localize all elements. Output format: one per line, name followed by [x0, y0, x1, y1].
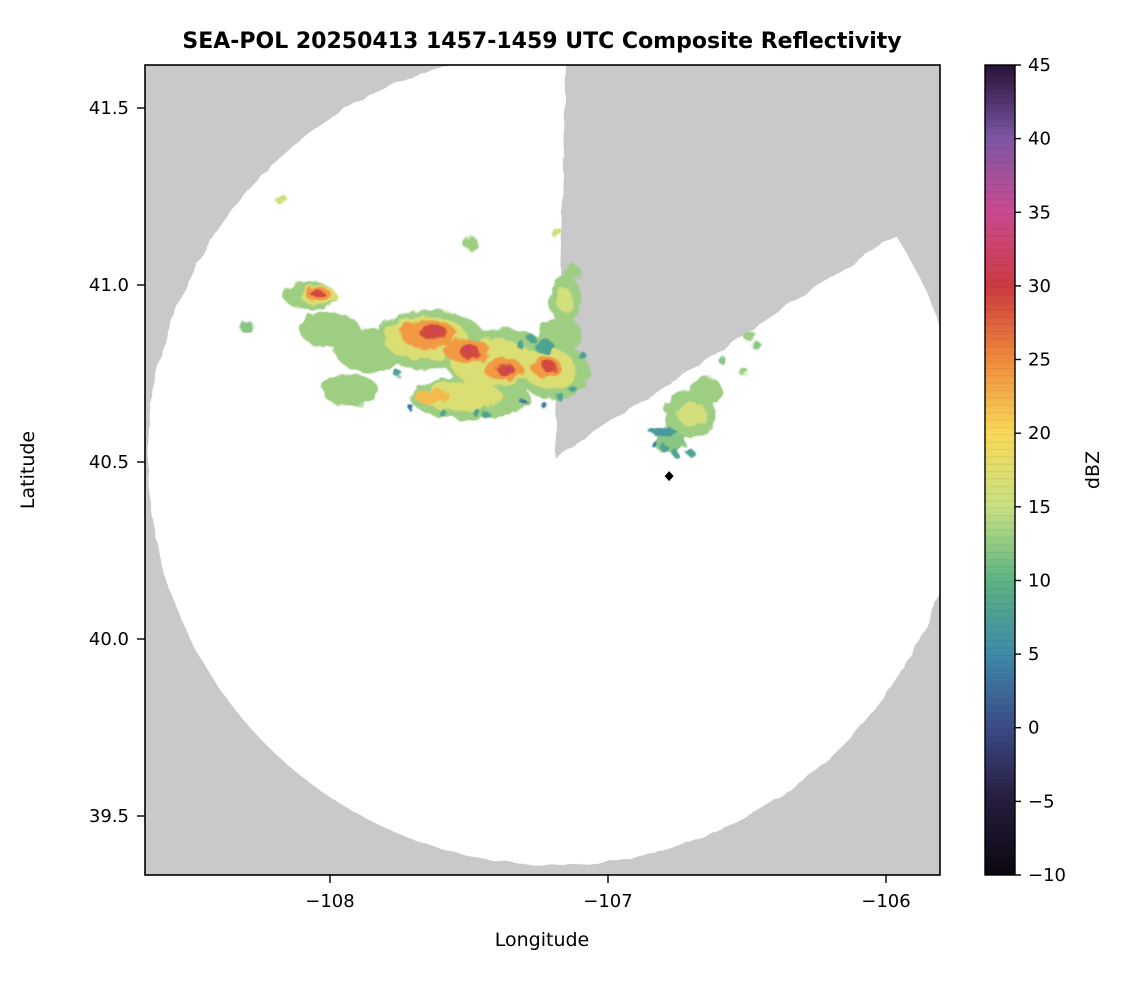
echo-cell — [549, 226, 563, 237]
colorbar-tick-label: 5 — [1028, 644, 1039, 665]
colorbar-tick-label: −5 — [1028, 791, 1055, 812]
y-tick-label: 39.5 — [89, 806, 129, 827]
echo-cell — [408, 406, 416, 412]
echo-cell — [275, 195, 288, 205]
axes-frame — [144, 64, 941, 876]
colorbar-frame — [984, 64, 1016, 876]
echo-cell — [432, 327, 439, 333]
x-tick-label: −107 — [583, 891, 632, 912]
colorbar-tick-label: 35 — [1028, 202, 1051, 223]
y-tick-label: 41.5 — [89, 98, 129, 119]
colorbar-tick-label: −10 — [1028, 865, 1066, 886]
y-tick-label: 40.0 — [89, 629, 129, 650]
site-marker-diamond — [664, 471, 674, 482]
echo-cell — [690, 377, 723, 404]
echo-cell — [309, 289, 324, 297]
echo-cell — [472, 408, 480, 416]
echo-cell — [419, 324, 447, 341]
echo-cell — [650, 441, 658, 447]
colorbar-tick-label: 30 — [1028, 276, 1051, 297]
colorbar-tick-label: 0 — [1028, 718, 1039, 739]
chart-title: SEA-POL 20250413 1457-1459 UTC Composite… — [182, 29, 901, 54]
echo-cell — [239, 321, 254, 334]
reflectivity-echoes — [239, 195, 762, 458]
echo-cell — [516, 340, 524, 348]
x-tick-label: −106 — [861, 891, 910, 912]
colorbar-tick-label: 40 — [1028, 129, 1051, 150]
echo-cell — [465, 347, 473, 353]
echo-cell — [439, 409, 447, 417]
echo-cell — [677, 401, 707, 426]
y-tick-label: 40.5 — [89, 452, 129, 473]
echo-cell — [394, 370, 402, 378]
y-tick-label: 41.0 — [89, 275, 129, 296]
echo-cell — [542, 360, 557, 373]
echo-cell — [579, 352, 587, 361]
echo-cell — [564, 264, 581, 279]
echo-cell — [569, 385, 577, 393]
echo-cell — [422, 381, 502, 412]
echo-cell — [462, 236, 479, 249]
colorbar-striations — [985, 65, 1015, 875]
colorbar: 45 40 35 30 25 20 15 10 5 0 −5 −10 dBZ — [984, 55, 1104, 886]
colorbar-tick-label: 10 — [1028, 571, 1051, 592]
echo-cell — [738, 368, 749, 376]
echo-cell — [321, 374, 379, 406]
echo-cell — [504, 366, 511, 372]
y-axis: 41.5 41.0 40.5 40.0 39.5 Latitude — [17, 98, 145, 827]
echo-cell — [661, 445, 669, 453]
echo-cell — [519, 398, 527, 404]
echo-cell — [556, 287, 574, 312]
colorbar-tick-label: 15 — [1028, 497, 1051, 518]
x-tick-label: −108 — [305, 891, 354, 912]
y-axis-label: Latitude — [17, 431, 39, 509]
echo-cell — [556, 392, 564, 401]
echo-cell — [649, 428, 677, 436]
echo-cell — [541, 403, 549, 409]
colorbar-tick-label: 20 — [1028, 423, 1051, 444]
colorbar-label: dBZ — [1082, 451, 1104, 489]
blocked-sector-wedge — [555, 65, 940, 458]
x-axis-label: Longitude — [495, 929, 590, 951]
colorbar-tick-label: 45 — [1028, 55, 1051, 76]
diamond-marker — [664, 471, 674, 482]
echo-cell — [483, 412, 491, 420]
echo-cell — [672, 450, 680, 458]
echo-cell — [752, 342, 762, 350]
echo-cell — [528, 335, 536, 344]
echo-cell — [534, 339, 555, 354]
colorbar-tick-label: 25 — [1028, 350, 1051, 371]
echo-cell — [718, 356, 726, 364]
echo-cell — [743, 331, 756, 342]
x-axis: −108 −107 −106 Longitude — [305, 875, 911, 951]
echo-cell — [413, 389, 451, 404]
echo-cell — [686, 448, 694, 456]
